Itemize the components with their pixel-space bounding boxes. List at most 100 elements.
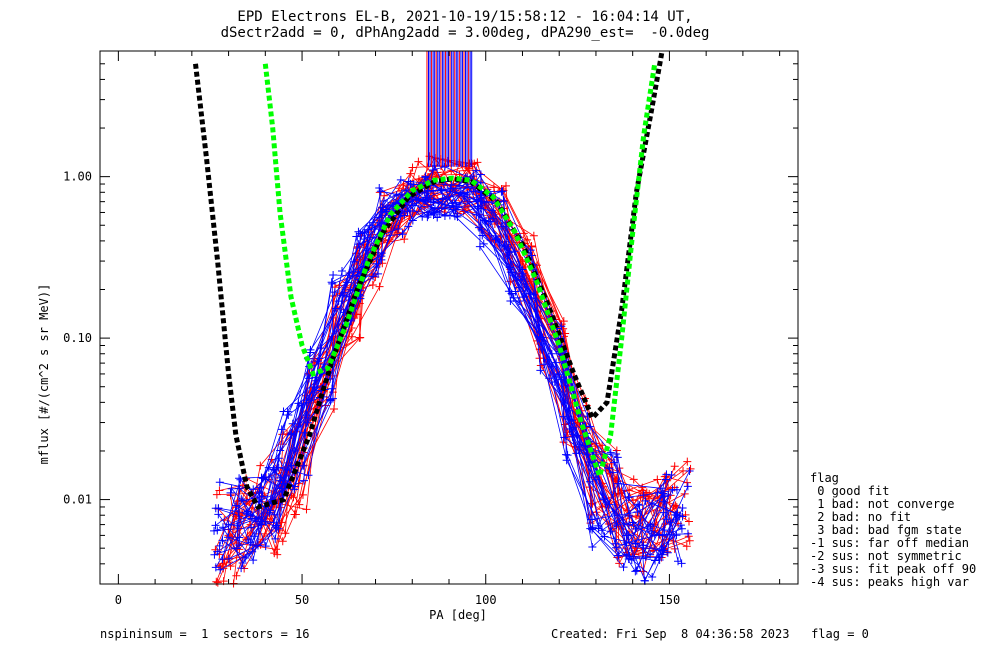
data-point-blue <box>249 556 258 565</box>
data-point-red <box>289 493 298 502</box>
x-tick-label: 0 <box>115 593 122 607</box>
data-point-red <box>291 510 300 519</box>
peak-vertical-lines <box>426 51 473 167</box>
data-point-red <box>629 475 638 484</box>
data-point-blue <box>259 474 268 483</box>
data-point-blue <box>428 166 437 175</box>
data-point-red <box>302 505 311 514</box>
legend-item: -2 sus: not symmetric <box>810 549 962 563</box>
data-point-blue <box>685 466 694 475</box>
data-point-blue <box>562 456 571 465</box>
data-point-blue <box>453 212 462 221</box>
data-point-red <box>682 542 691 551</box>
data-point-blue <box>312 376 321 385</box>
data-point-blue <box>326 395 335 404</box>
data-point-blue <box>279 407 288 416</box>
data-point-blue <box>664 491 673 500</box>
data-point-red <box>408 163 417 172</box>
data-point-blue <box>422 193 431 202</box>
data-point-red <box>685 536 694 545</box>
data-point-blue <box>658 531 667 540</box>
data-point-blue <box>472 166 481 175</box>
data-point-blue <box>389 198 398 207</box>
data-point-blue <box>302 411 311 420</box>
data-point-red <box>684 517 693 526</box>
data-point-blue <box>625 493 634 502</box>
data-point-blue <box>215 478 224 487</box>
chart-title-line-1: EPD Electrons EL-B, 2021-10-19/15:58:12 … <box>237 9 693 25</box>
data-point-blue <box>506 268 515 277</box>
data-point-blue <box>550 377 559 386</box>
data-point-blue <box>519 293 528 302</box>
data-point-blue <box>504 243 513 252</box>
data-point-blue <box>214 510 223 519</box>
data-point-red <box>295 500 304 509</box>
data-point-blue <box>475 242 484 251</box>
data-point-blue <box>480 216 489 225</box>
data-point-blue <box>568 430 577 439</box>
data-point-red <box>559 317 568 326</box>
fit-curves-group <box>193 50 665 510</box>
x-axis-label: PA [deg] <box>429 608 487 622</box>
data-point-blue <box>662 470 671 479</box>
data-point-blue <box>451 205 460 214</box>
data-point-blue <box>469 187 478 196</box>
data-point-blue <box>338 267 347 276</box>
data-point-blue <box>376 187 385 196</box>
data-point-blue <box>587 515 596 524</box>
data-point-red <box>671 501 680 510</box>
y-tick-label: 0.10 <box>63 331 92 345</box>
data-point-blue <box>235 474 244 483</box>
data-point-red <box>612 446 621 455</box>
data-point-blue <box>611 539 620 548</box>
data-point-blue <box>559 412 568 421</box>
data-point-blue <box>303 418 312 427</box>
data-point-blue <box>255 483 264 492</box>
y-tick-label: 0.01 <box>63 493 92 507</box>
data-point-blue <box>253 541 262 550</box>
data-point-blue <box>613 453 622 462</box>
data-point-blue <box>397 189 406 198</box>
data-point-red <box>213 578 222 587</box>
data-point-blue <box>605 464 614 473</box>
data-point-red <box>560 420 569 429</box>
data-point-blue <box>656 484 665 493</box>
data-point-blue <box>633 500 642 509</box>
data-point-blue <box>375 183 384 192</box>
data-point-blue <box>498 187 507 196</box>
data-point-blue <box>633 507 642 516</box>
data-point-blue <box>421 172 430 181</box>
data-point-red <box>278 537 287 546</box>
data-point-blue <box>349 257 358 266</box>
data-point-blue <box>300 476 309 485</box>
data-point-blue <box>270 510 279 519</box>
data-point-blue <box>660 492 669 501</box>
data-point-blue <box>408 216 417 225</box>
data-point-blue <box>377 252 386 261</box>
data-point-blue <box>238 496 247 505</box>
data-point-red <box>501 181 510 190</box>
data-point-blue <box>261 542 270 551</box>
data-point-blue <box>218 536 227 545</box>
data-point-blue <box>346 285 355 294</box>
data-point-blue <box>625 552 634 561</box>
data-point-red <box>683 457 692 466</box>
y-tick-label: 1.00 <box>63 170 92 184</box>
data-point-blue <box>237 564 246 573</box>
data-point-blue <box>398 230 407 239</box>
data-point-blue <box>382 205 391 214</box>
data-point-blue <box>440 211 449 220</box>
data-point-red <box>273 550 282 559</box>
data-point-blue <box>360 228 369 237</box>
data-point-blue <box>672 485 681 494</box>
data-point-blue <box>478 231 487 240</box>
data-point-blue <box>447 181 456 190</box>
legend-title: flag <box>810 471 839 485</box>
data-point-blue <box>211 563 220 572</box>
red-series-group <box>211 152 695 588</box>
data-point-blue <box>564 414 573 423</box>
data-point-blue <box>227 484 236 493</box>
data-point-red <box>529 231 538 240</box>
data-point-blue <box>677 524 686 533</box>
